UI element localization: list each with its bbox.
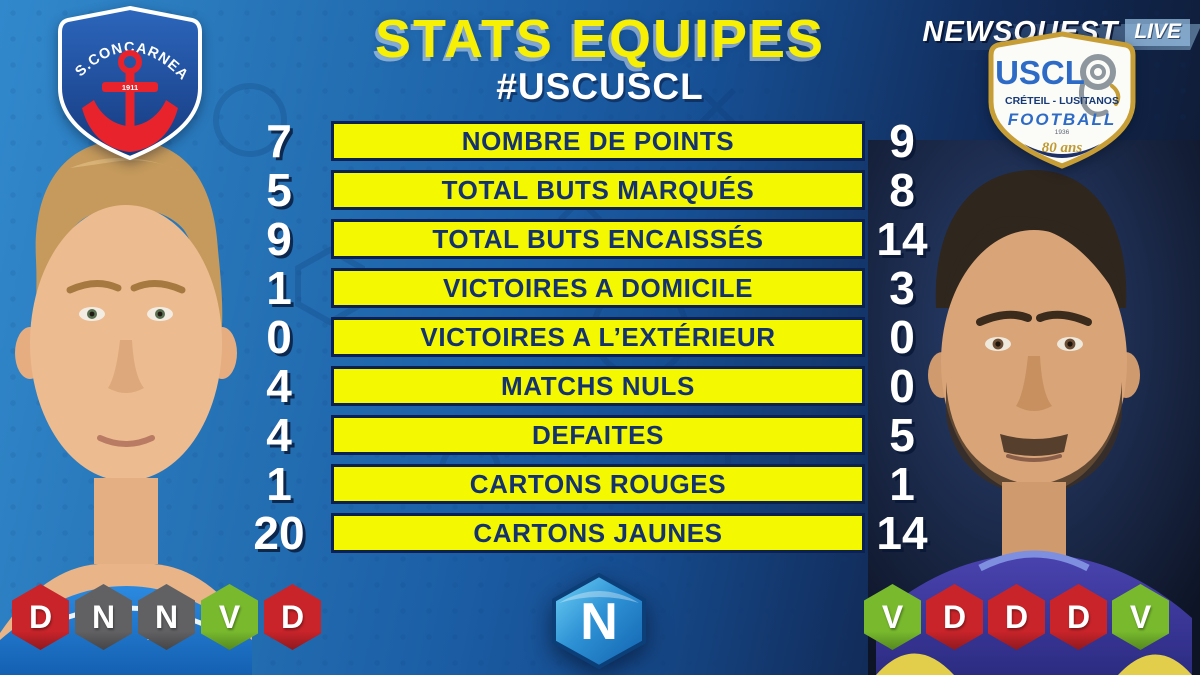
form-badge: V bbox=[201, 584, 258, 650]
home-stat-values: 7 5 9 1 0 4 4 1 20 bbox=[233, 115, 325, 562]
form-badge: N bbox=[75, 584, 132, 650]
form-badge: V bbox=[864, 584, 921, 650]
away-team-crest: USCL CRÉTEIL - LUSITANOS FOOTBALL 1936 8… bbox=[988, 31, 1136, 169]
stat-label: NOMBRE DE POINTS bbox=[331, 121, 865, 161]
stat-label: CARTONS JAUNES bbox=[331, 513, 865, 553]
stat-label: TOTAL BUTS ENCAISSÉS bbox=[331, 219, 865, 259]
stat-label: VICTOIRES A L’EXTÉRIEUR bbox=[331, 317, 865, 357]
stat-value-away: 9 bbox=[889, 115, 915, 167]
stat-bars: NOMBRE DE POINTS TOTAL BUTS MARQUÉS TOTA… bbox=[331, 121, 865, 562]
form-badge: D bbox=[264, 584, 321, 650]
live-badge: LIVE bbox=[1125, 19, 1190, 46]
stat-value-away: 0 bbox=[889, 360, 915, 412]
form-badge: D bbox=[12, 584, 69, 650]
page-title: STATS EQUIPES bbox=[374, 9, 826, 69]
form-badge: D bbox=[1050, 584, 1107, 650]
stat-value-home: 4 bbox=[266, 409, 292, 461]
stat-value-home: 20 bbox=[253, 507, 305, 559]
stat-value-home: 1 bbox=[266, 458, 292, 510]
home-form-badges: D N N V D bbox=[12, 584, 321, 650]
stat-label: TOTAL BUTS MARQUÉS bbox=[331, 170, 865, 210]
stat-value-away: 8 bbox=[889, 164, 915, 216]
away-crest-abbr: USCL bbox=[995, 54, 1085, 91]
stat-value-home: 0 bbox=[266, 311, 292, 363]
home-crest-year: 1911 bbox=[122, 83, 138, 92]
ram-head-icon bbox=[1078, 54, 1121, 117]
stat-value-home: 7 bbox=[266, 115, 292, 167]
stat-value-away: 5 bbox=[889, 409, 915, 461]
form-badge: D bbox=[988, 584, 1045, 650]
away-form-badges: V D D D V bbox=[864, 584, 1169, 650]
stat-label: DEFAITES bbox=[331, 415, 865, 455]
form-badge: D bbox=[926, 584, 983, 650]
stat-value-home: 5 bbox=[266, 164, 292, 216]
match-hashtag: #USCUSCL bbox=[496, 66, 704, 107]
stat-value-away: 1 bbox=[889, 458, 915, 510]
stat-label: VICTOIRES A DOMICILE bbox=[331, 268, 865, 308]
championnat-national-logo: N bbox=[552, 573, 646, 669]
league-letter: N bbox=[580, 593, 618, 651]
away-crest-subtitle: CRÉTEIL - LUSITANOS bbox=[1005, 94, 1119, 107]
stat-value-home: 9 bbox=[266, 213, 292, 265]
broadcaster-badge: NEWSOUEST LIVE bbox=[922, 10, 1200, 54]
form-badge: V bbox=[1112, 584, 1169, 650]
stat-value-home: 4 bbox=[266, 360, 292, 412]
home-team-crest: U.S.CONCARNEAU 1911 bbox=[52, 4, 202, 161]
stat-value-home: 1 bbox=[266, 262, 292, 314]
away-crest-sport: FOOTBALL bbox=[1008, 110, 1117, 129]
stat-label: CARTONS ROUGES bbox=[331, 464, 865, 504]
stat-label: MATCHS NULS bbox=[331, 366, 865, 406]
stat-value-away: 14 bbox=[876, 213, 928, 265]
form-badge: N bbox=[138, 584, 195, 650]
away-crest-year: 1936 bbox=[1055, 129, 1070, 136]
stat-value-away: 3 bbox=[889, 262, 915, 314]
stat-value-away: 0 bbox=[889, 311, 915, 363]
away-stat-values: 9 8 14 3 0 0 5 1 14 bbox=[862, 115, 942, 562]
away-crest-anniversary: 80 ans bbox=[1042, 140, 1083, 156]
stat-value-away: 14 bbox=[876, 507, 928, 559]
